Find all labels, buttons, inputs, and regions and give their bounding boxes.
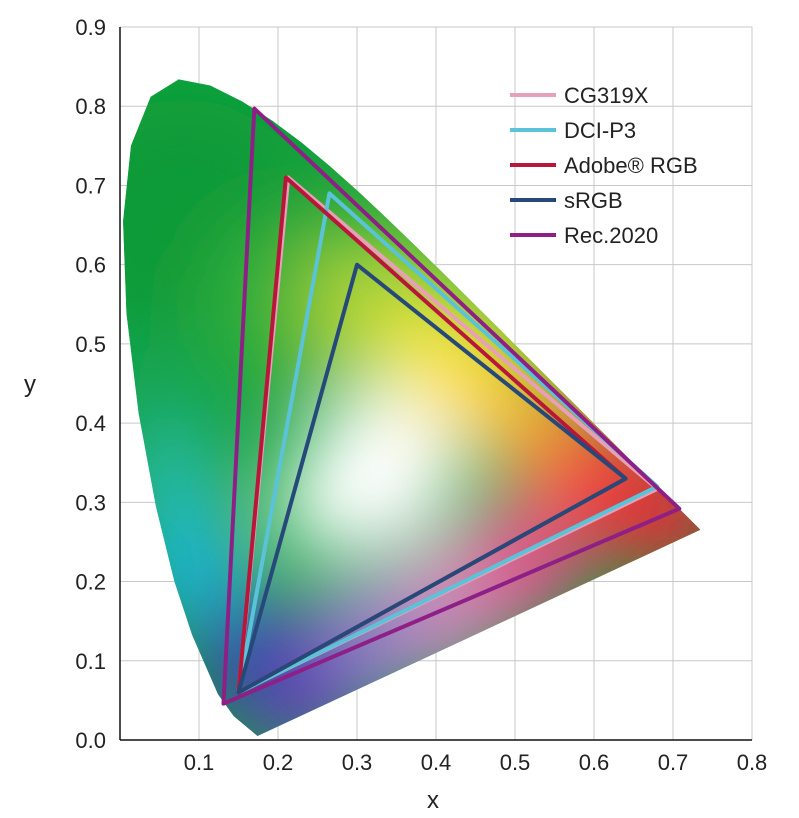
- x-tick-labels: 0.1 0.2 0.3 0.4 0.5 0.6 0.7 0.8: [184, 750, 768, 775]
- y-axis-label: y: [24, 371, 36, 398]
- y-tick-label: 0.6: [75, 253, 106, 278]
- x-tick-label: 0.4: [421, 750, 452, 775]
- gamut-triangles: [221, 106, 682, 706]
- gamut-triangle-dci-p3: [236, 191, 660, 695]
- y-tick-label: 0.9: [75, 15, 106, 40]
- gamut-triangle-rec-2020: [221, 106, 682, 706]
- legend: CG319X DCI-P3 Adobe® RGB sRGB Rec.2020: [510, 83, 698, 248]
- y-tick-label: 0.0: [75, 728, 106, 753]
- locus-color-blob: [278, 447, 389, 558]
- y-tick-labels: 0.0 0.1 0.2 0.3 0.4 0.5 0.6 0.7 0.8 0.9: [75, 15, 106, 753]
- spectral-locus: [123, 79, 701, 736]
- legend-label: sRGB: [564, 188, 623, 213]
- y-tick-label: 0.4: [75, 411, 106, 436]
- locus-color-blob: [127, 431, 223, 526]
- legend-label: DCI-P3: [564, 118, 636, 143]
- legend-label: Rec.2020: [564, 223, 658, 248]
- y-tick-label: 0.3: [75, 490, 106, 515]
- x-tick-label: 0.8: [737, 750, 768, 775]
- x-tick-label: 0.1: [184, 750, 215, 775]
- x-tick-label: 0.7: [658, 750, 689, 775]
- x-tick-label: 0.3: [342, 750, 373, 775]
- legend-label: Adobe® RGB: [564, 153, 698, 178]
- legend-label: CG319X: [564, 83, 649, 108]
- locus-color-blob: [123, 336, 200, 431]
- y-tick-label: 0.7: [75, 173, 106, 198]
- axes: [119, 27, 752, 741]
- x-tick-label: 0.5: [500, 750, 531, 775]
- y-tick-label: 0.5: [75, 332, 106, 357]
- y-tick-label: 0.2: [75, 570, 106, 595]
- y-tick-label: 0.1: [75, 649, 106, 674]
- x-tick-label: 0.2: [263, 750, 294, 775]
- gamut-triangle-srgb: [236, 262, 628, 695]
- x-axis-label: x: [427, 787, 439, 814]
- x-tick-label: 0.6: [579, 750, 610, 775]
- y-tick-label: 0.8: [75, 94, 106, 119]
